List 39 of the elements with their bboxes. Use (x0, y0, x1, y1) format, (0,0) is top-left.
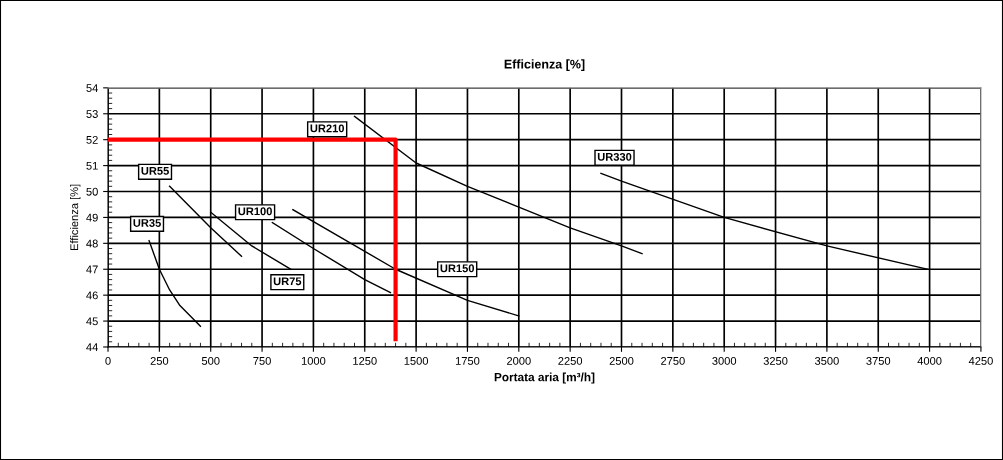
annotation: UR210 (310, 124, 345, 133)
x-tick-label: 1000 (301, 356, 326, 365)
x-tick-label: 1750 (455, 356, 480, 365)
y-tick-label: 48 (86, 239, 98, 248)
y-tick-label: 52 (86, 135, 98, 144)
x-tick-label: 2750 (661, 356, 685, 365)
x-axis-title: Portata aria [m³/h] (494, 372, 595, 384)
x-tick-label: 3750 (866, 356, 891, 365)
y-tick-label: 50 (86, 187, 98, 196)
x-tick-label: 750 (253, 356, 271, 365)
y-tick-label: 54 (86, 84, 98, 92)
annotation: UR100 (238, 207, 272, 216)
x-tick-label: 500 (201, 356, 220, 365)
y-tick-label: 44 (86, 343, 98, 351)
annotation: UR75 (273, 277, 302, 286)
y-tick-label: 45 (86, 317, 98, 326)
x-tick-label: 2500 (609, 356, 634, 365)
chart-title: Efficienza [%] (504, 59, 585, 72)
annotation: UR150 (440, 264, 475, 273)
x-tick-label: 2000 (507, 356, 531, 365)
x-tick-label: 1250 (353, 356, 377, 365)
y-tick-label: 49 (86, 213, 98, 222)
y-axis-title: Efficienza [%] (70, 184, 81, 251)
annotation: UR35 (133, 219, 161, 227)
y-tick-label: 46 (86, 291, 98, 300)
x-tick-label: 1500 (404, 356, 429, 365)
y-tick-label: 53 (86, 110, 98, 118)
x-tick-label: 2250 (558, 356, 583, 365)
y-tick-label: 51 (86, 161, 98, 170)
x-tick-label: 0 (105, 356, 111, 365)
x-tick-label: 4000 (917, 356, 942, 365)
x-tick-label: 3000 (712, 356, 737, 365)
annotation: UR330 (597, 152, 632, 161)
x-tick-label: 4250 (968, 356, 993, 365)
x-tick-label: 3250 (763, 356, 788, 365)
annotation: UR55 (141, 167, 169, 175)
x-tick-label: 3500 (814, 356, 839, 365)
y-tick-label: 47 (86, 265, 98, 274)
x-tick-label: 250 (150, 356, 169, 365)
